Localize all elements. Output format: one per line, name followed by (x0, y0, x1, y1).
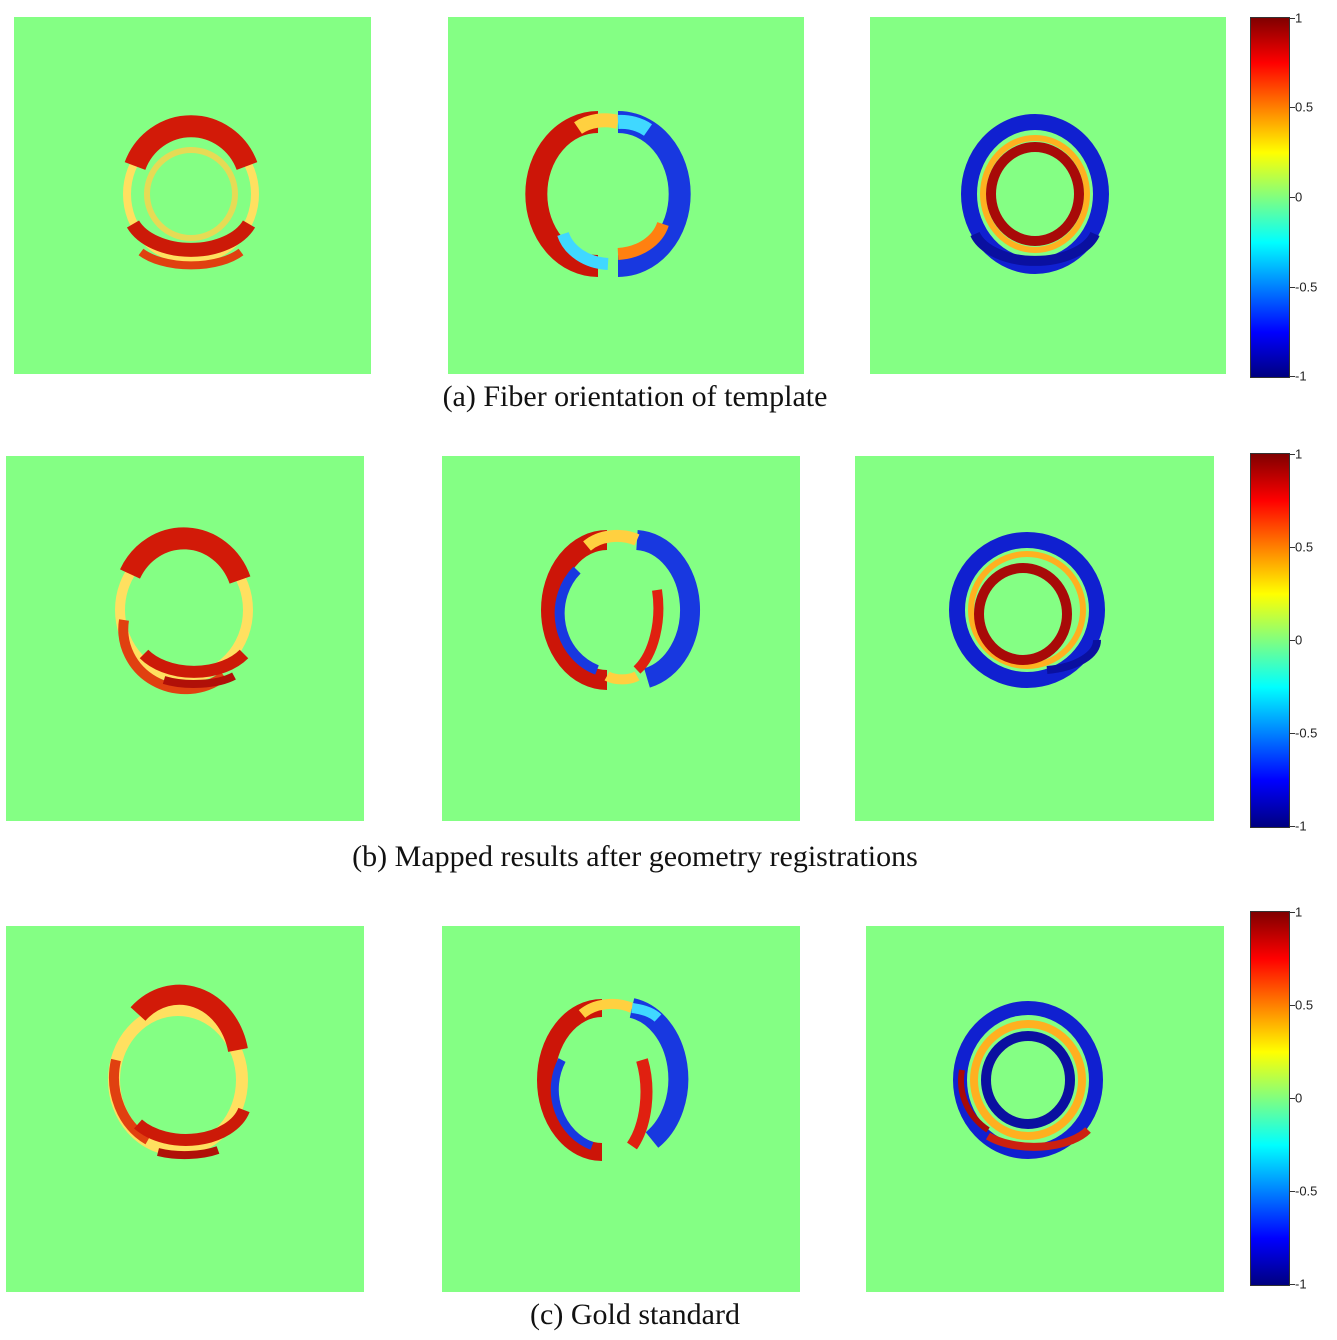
row-c-panel-1-image (108, 984, 250, 1160)
row-a-panel-3 (870, 17, 1226, 374)
row-b-panel-3 (855, 456, 1214, 821)
row-b-colorbar-tick-label: -0.5 (1295, 725, 1318, 741)
row-c-colorbar-tick-label: -0.5 (1295, 1183, 1318, 1199)
row-b-colorbar: 1 0.5 0 -0.5 -1 (1250, 447, 1317, 834)
row-a-colorbar-tick-label: 0.5 (1295, 99, 1314, 115)
row-a-panel-1-image (123, 115, 259, 270)
row-b-colorbar-tick (1289, 826, 1295, 827)
caption-c: (c) Gold standard (530, 1298, 740, 1331)
row-b-colorbar-tick-label: 1 (1295, 446, 1303, 462)
row-c-colorbar-tick (1289, 1284, 1295, 1285)
row-c-panel-2-image (537, 998, 689, 1161)
row-b-colorbar-tick (1289, 547, 1295, 548)
row-a-colorbar-tick (1289, 107, 1295, 108)
row-c-panel-3 (866, 926, 1224, 1292)
row-b-panel-3-image (949, 532, 1105, 688)
row-c-colorbar-tick (1289, 1005, 1295, 1006)
row-b-colorbar-tick-label: 0.5 (1295, 539, 1314, 555)
row-c-panel-1 (6, 926, 364, 1292)
row-a-panel-2-image (525, 111, 691, 277)
row-b-panel-2-image (541, 529, 700, 690)
row-b-panel-2 (442, 456, 800, 821)
row-c-colorbar-tick-label: 0 (1295, 1090, 1303, 1106)
row-a-colorbar-tick-label: 0 (1295, 189, 1303, 205)
row-b-colorbar-tick (1289, 733, 1295, 734)
row-a-colorbar-tick (1289, 197, 1295, 198)
row-a-colorbar-tick (1289, 287, 1295, 288)
row-c-colorbar-tick (1289, 912, 1295, 913)
row-c-panel-2 (442, 926, 800, 1292)
caption-b: (b) Mapped results after geometry regist… (352, 840, 918, 873)
row-a-colorbar-tick-label: 1 (1295, 10, 1303, 26)
row-c-colorbar: 1 0.5 0 -0.5 -1 (1250, 905, 1317, 1292)
row-c-panel-3-image (953, 1001, 1103, 1159)
caption-a: (a) Fiber orientation of template (442, 380, 828, 413)
row-b-colorbar-tick-label: -1 (1295, 818, 1307, 834)
row-a-panel-2 (448, 17, 804, 374)
row-c-colorbar-tick-label: -1 (1295, 1276, 1307, 1292)
row-c-colorbar-tick (1289, 1191, 1295, 1192)
row-b-panel-1-image (115, 527, 253, 695)
row-c-colorbar-tick-label: 1 (1295, 904, 1303, 920)
row-a-colorbar-tick-label: -1 (1295, 368, 1307, 384)
row-b-colorbar-tick (1289, 454, 1295, 455)
row-a-panel-3-image (961, 114, 1109, 274)
row-a-colorbar-tick (1289, 376, 1295, 377)
row-b-colorbar-tick (1289, 640, 1295, 641)
row-a-colorbar-tick (1289, 18, 1295, 19)
row-a-panel-1 (14, 17, 371, 374)
row-c-colorbar-tick (1289, 1098, 1295, 1099)
row-a-colorbar: 1 0.5 0 -0.5 -1 (1250, 11, 1317, 384)
row-b-colorbar-tick-label: 0 (1295, 632, 1303, 648)
row-c-colorbar-tick-label: 0.5 (1295, 997, 1314, 1013)
row-b-panel-1 (6, 456, 364, 821)
row-a-colorbar-tick-label: -0.5 (1295, 279, 1318, 295)
